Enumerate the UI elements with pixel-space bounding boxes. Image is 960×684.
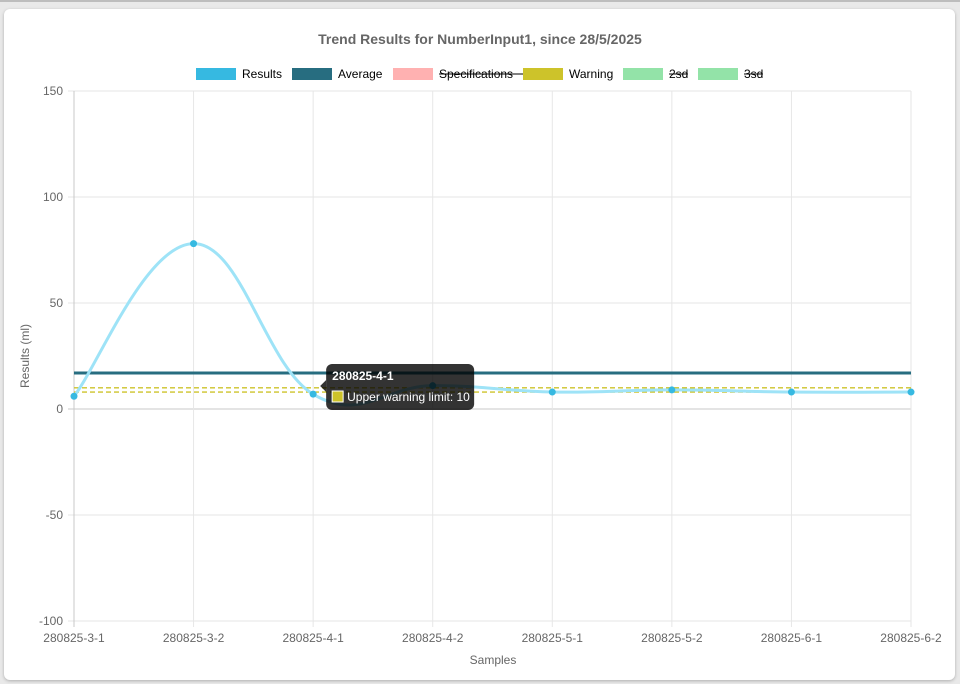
results-point [907,388,915,396]
legend-item: Warning [523,67,613,81]
legend-item: Results [196,67,282,81]
x-axis-title: Samples [470,653,517,667]
results-point [668,386,676,394]
y-tick-label: 50 [50,296,64,310]
results-point [190,240,198,248]
tooltip-title: 280825-4-1 [332,369,394,383]
y-tick-label: 100 [43,190,63,204]
y-axis-title: Results (ml) [18,324,32,388]
x-tick-label: 280825-5-1 [522,631,584,645]
legend-label: Average [338,67,383,81]
legend-item: 3sd [698,67,763,81]
legend-swatch [623,68,663,80]
legend: Results Average Specifications Warning 2sd 3s… [196,67,763,81]
window-top-edge [0,0,960,2]
legend-label: Warning [569,67,613,81]
legend-item: Specifications [393,67,528,81]
results-point [548,388,556,396]
x-tick-label: 280825-5-2 [641,631,703,645]
legend-swatch [393,68,433,80]
y-tick-label: -50 [46,508,64,522]
y-tick-label: 0 [56,402,63,416]
x-tick-label: 280825-4-1 [282,631,344,645]
x-tick-label: 280825-4-2 [402,631,464,645]
y-tick-label: 150 [43,84,63,98]
legend-item: Average [292,67,383,81]
series-layer [70,240,915,407]
legend-swatch [523,68,563,80]
tooltip-caret [320,380,327,392]
legend-label: Results [242,67,282,81]
x-tick-label: 280825-6-2 [880,631,942,645]
results-line [72,242,912,407]
results-point [70,392,78,400]
chart-title: Trend Results for NumberInput1, since 28… [318,31,642,47]
tooltip-swatch [331,390,344,403]
tooltip-box [326,364,475,410]
tooltip-label: Upper warning limit: 10 [347,390,470,404]
chart-card [4,9,955,680]
results-point [309,390,317,398]
grid [68,90,912,627]
legend-swatch [292,68,332,80]
tick-labels: 150 100 50 0 -50 -100 280825-3-1 280825-3-2 2808… [39,84,942,645]
legend-item: 2sd [623,67,688,81]
x-tick-label: 280825-3-2 [163,631,225,645]
legend-swatch [698,68,738,80]
x-tick-label: 280825-6-1 [761,631,823,645]
x-tick-label: 280825-3-1 [43,631,105,645]
tooltip: 280825-4-1 Upper warning limit: 10 [320,364,475,410]
y-tick-label: -100 [39,614,63,628]
legend-swatch [196,68,236,80]
results-point [787,388,795,396]
